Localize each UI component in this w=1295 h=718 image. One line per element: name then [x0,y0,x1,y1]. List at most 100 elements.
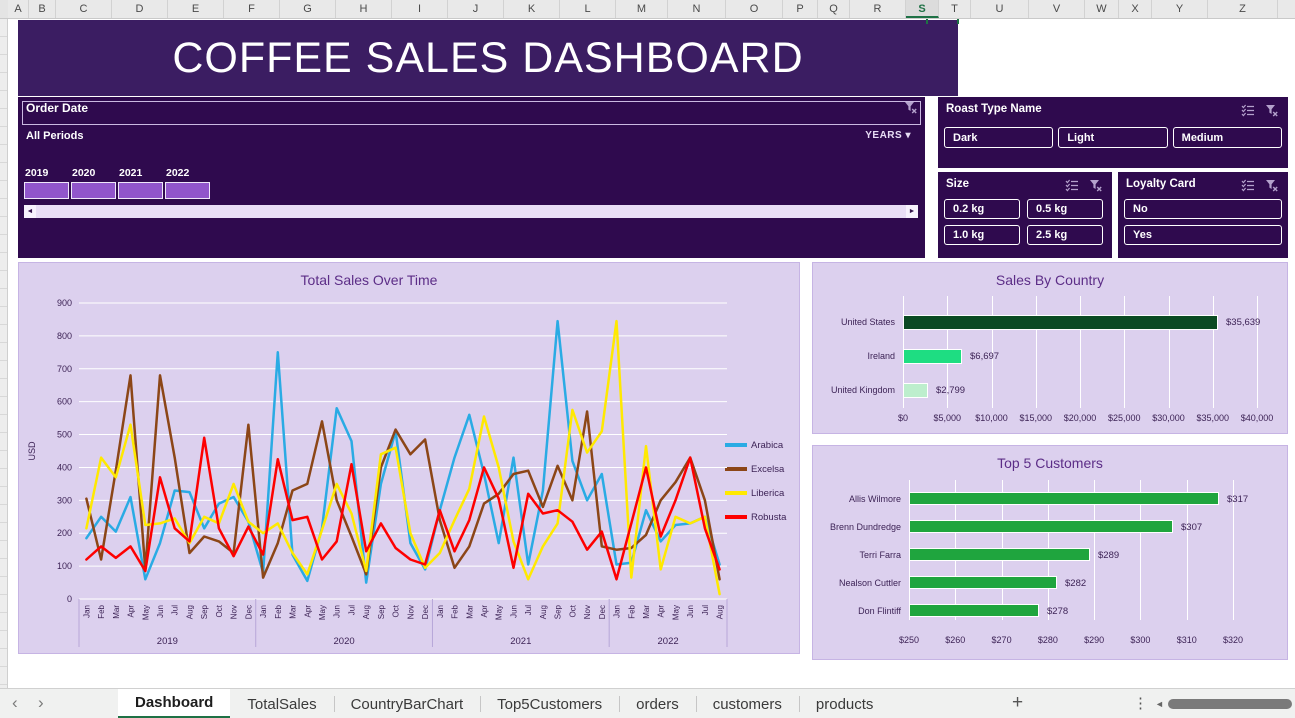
clear-filter-icon[interactable] [1089,179,1102,192]
column-header-Z[interactable]: Z [1208,0,1278,18]
tab-nav-right-icon[interactable]: › [38,693,44,712]
slicer-item-yes[interactable]: Yes [1124,225,1282,245]
timeline-scroll-left-icon[interactable]: ◄ [24,205,36,218]
column-header-C[interactable]: C [56,0,112,18]
x-axis-year-label: 2019 [157,636,178,647]
size-slicer: Size 0.2 kg 0.5 kg 1.0 kg 2.5 kg [938,172,1112,258]
multiselect-icon[interactable] [1241,179,1255,192]
column-header-H[interactable]: H [336,0,392,18]
x-axis-tick: $300 [1130,635,1151,645]
slicer-item-light[interactable]: Light [1058,127,1168,148]
x-axis-month-label: Feb [451,604,460,618]
slicer-icons [1241,179,1278,192]
x-axis-month-label: Dec [598,605,607,619]
tab-overflow-menu-icon[interactable]: ⋮ [1133,695,1148,712]
slicer-item-0-2-kg[interactable]: 0.2 kg [944,199,1020,219]
timeline-year-label: 2020 [72,167,96,179]
timeline-selection-bar-2019[interactable] [24,182,69,199]
sheet-tab-orders[interactable]: orders [619,689,696,718]
column-header-K[interactable]: K [504,0,560,18]
column-header-U[interactable]: U [971,0,1029,18]
x-axis-tick: $20,000 [1063,413,1097,423]
x-axis-month-label: May [671,605,680,620]
x-axis-year-label: 2020 [334,636,355,647]
timeline-selection-bar-2020[interactable] [71,182,116,199]
sheet-tab-dashboard[interactable]: Dashboard [118,689,231,718]
x-axis-tick: $270 [991,635,1012,645]
column-header-R[interactable]: R [850,0,906,18]
timeline-level-dropdown[interactable]: YEARS ▾ [865,130,911,141]
x-axis-month-label: Jan [82,605,91,618]
top5-customers-chart: Top 5 Customers $250 $260 $270 $280 $290 $300… [812,445,1288,660]
x-axis-month-label: Jul [171,605,180,615]
column-header-X[interactable]: X [1119,0,1152,18]
x-axis-month-label: Nov [406,605,415,619]
column-header-I[interactable]: I [392,0,448,18]
bar-category-label: Terri Farra [859,550,901,560]
clear-filter-icon[interactable] [1265,104,1278,117]
y-axis-tick: 700 [57,364,72,374]
sheet-tab-totalsales[interactable]: TotalSales [247,695,317,713]
x-axis-month-label: Aug [362,605,371,619]
column-header-M[interactable]: M [616,0,668,18]
tab-nav-left-icon[interactable]: ‹ [12,693,18,712]
x-axis-month-label: Jun [333,605,342,618]
sheet-tab-customers[interactable]: customers [695,689,799,718]
slicer-item-1-0-kg[interactable]: 1.0 kg [944,225,1020,245]
x-axis-tick: $10,000 [975,413,1008,423]
column-header-V[interactable]: V [1029,0,1085,18]
x-axis-month-label: May [495,605,504,620]
x-axis-month-label: Feb [97,604,106,618]
slicer-item-dark[interactable]: Dark [944,127,1054,148]
slicer-item-0-5-kg[interactable]: 0.5 kg [1027,199,1103,219]
column-header-D[interactable]: D [112,0,168,18]
row-header-strip [0,19,8,688]
clear-filter-icon[interactable] [1265,179,1278,192]
legend-item-robusta: Robusta [725,505,786,529]
column-header-E[interactable]: E [168,0,224,18]
column-header-B[interactable]: B [29,0,56,18]
column-header-P[interactable]: P [783,0,818,18]
column-header-J[interactable]: J [448,0,504,18]
timeline-scroll-track[interactable] [36,205,906,218]
slicer-item-no[interactable]: No [1124,199,1282,219]
column-header-O[interactable]: O [726,0,783,18]
column-header-L[interactable]: L [560,0,616,18]
y-axis-tick: 300 [57,495,72,505]
multiselect-icon[interactable] [1241,104,1255,117]
bar-category-label: Ireland [867,351,895,361]
add-sheet-button[interactable]: + [1012,692,1024,713]
series-robusta-line [85,436,721,581]
hscroll-left-icon[interactable]: ◄ [1155,699,1164,709]
column-header-F[interactable]: F [224,0,280,18]
hscroll-thumb[interactable] [1168,699,1292,709]
clear-filter-icon[interactable] [904,101,917,114]
sheet-tab-products[interactable]: products [798,689,891,718]
select-all-corner[interactable] [0,0,8,19]
column-header-T[interactable]: T [939,0,971,18]
slicer-item-medium[interactable]: Medium [1172,127,1282,148]
column-header-G[interactable]: G [280,0,336,18]
gridline [1140,480,1142,620]
y-axis-tick: 0 [67,594,72,604]
column-header-N[interactable]: N [668,0,726,18]
x-axis-month-label: Apr [303,605,312,618]
timeline-selection-bar-2021[interactable] [118,182,163,199]
bar-category-label: Allis Wilmore [848,494,901,504]
sheet-tab-countrybarchart[interactable]: CountryBarChart [333,689,481,718]
column-header-Q[interactable]: Q [818,0,850,18]
bar-value-label: $317 [1227,494,1249,505]
column-header-Y[interactable]: Y [1152,0,1208,18]
slicer-item-2-5-kg[interactable]: 2.5 kg [1027,225,1103,245]
timeline-scroll-right-icon[interactable]: ► [906,205,918,218]
sheet-tab-top5customers[interactable]: Top5Customers [480,689,619,718]
clear-filter-icon[interactable] [904,101,917,114]
chart-title: Sales By Country [995,272,1105,288]
column-header-S[interactable]: S [906,0,939,18]
multiselect-icon[interactable] [1065,179,1079,192]
legend-item-arabica: Arabica [725,433,786,457]
timeline-scrollbar[interactable]: ◄ ► [24,205,918,218]
column-header-W[interactable]: W [1085,0,1119,18]
timeline-selection-bar-2022[interactable] [165,182,210,199]
column-header-A[interactable]: A [8,0,29,18]
